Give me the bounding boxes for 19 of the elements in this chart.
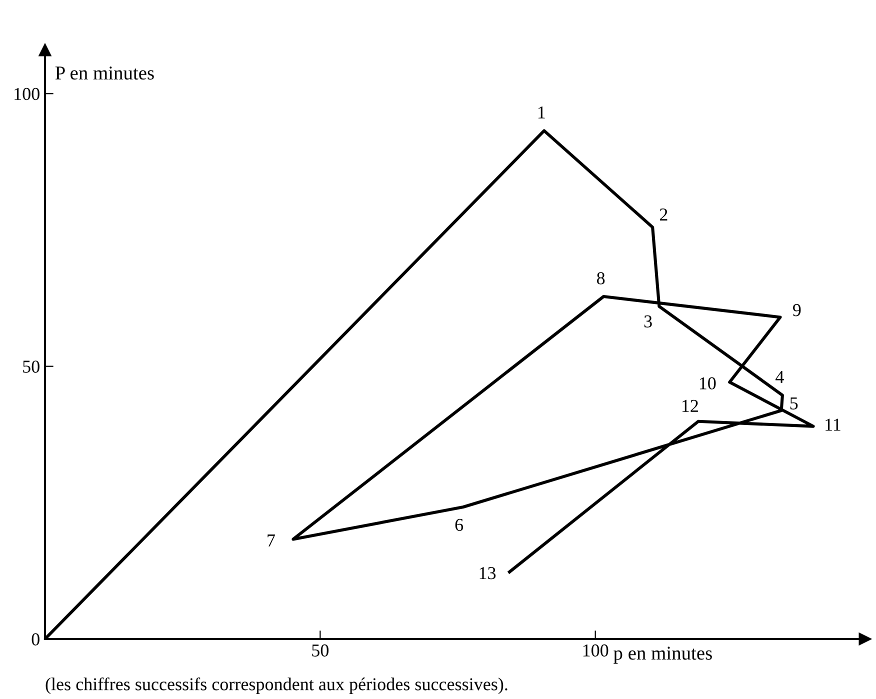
text: (les chiffres successifs correspondent aux périodes successives). (46, 677, 508, 694)
annotation: 3 (644, 315, 652, 328)
annotation: 2 (660, 208, 668, 220)
annotation: 12 (682, 400, 698, 412)
annotation: 11 (826, 418, 840, 431)
y-tick-label: 50 (23, 360, 40, 373)
annotation: 9 (792, 304, 801, 316)
y-tick-label: 0 (32, 633, 40, 646)
annotation: 10 (700, 377, 716, 390)
annotation: 7 (268, 534, 275, 546)
annotation: 6 (455, 518, 464, 531)
x-axis-title: p en minutes (614, 646, 712, 664)
y-axis-title: P en minutes (55, 66, 154, 80)
annotation: 13 (480, 567, 496, 580)
annotation: 1 (538, 106, 545, 118)
annotation: 8 (596, 272, 605, 284)
y-tick-label: 100 (14, 88, 40, 100)
annotation: 4 (776, 371, 784, 383)
annotation: 5 (790, 397, 798, 410)
